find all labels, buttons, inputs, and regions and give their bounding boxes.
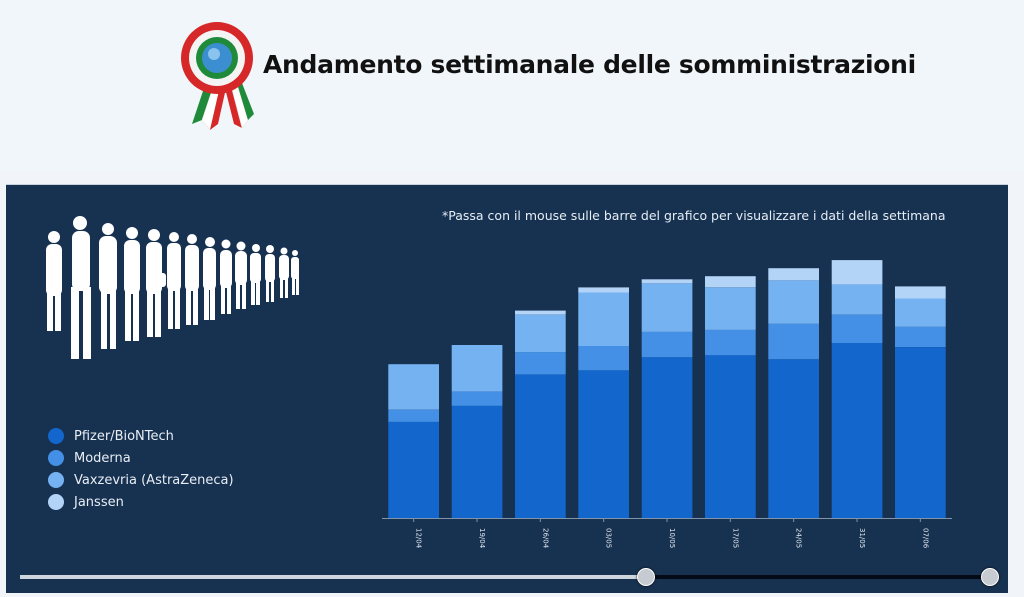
bar-segment[interactable] bbox=[515, 352, 566, 375]
legend-item-janssen: Janssen bbox=[48, 491, 234, 513]
bar-segment[interactable] bbox=[895, 286, 946, 299]
x-tick-label: 26/04 bbox=[541, 528, 549, 549]
bar-segment[interactable] bbox=[578, 287, 629, 293]
bar-segment[interactable] bbox=[515, 314, 566, 353]
crowd-silhouette-icon bbox=[46, 216, 299, 359]
bar-segment[interactable] bbox=[768, 280, 819, 324]
bar-segment[interactable] bbox=[895, 298, 946, 327]
stacked-bar-chart: 12/04 19/04 26/04 03/05 10/05 17/05 24/05 31/05… bbox=[382, 260, 952, 549]
bar-segment[interactable] bbox=[705, 329, 756, 356]
legend-item-pfizer: Pfizer/BioNTech bbox=[48, 425, 234, 447]
bar-segment[interactable] bbox=[768, 268, 819, 281]
x-tick-label: 07/06 bbox=[921, 528, 929, 549]
legend-item-vaxzevria: Vaxzevria (AstraZeneca) bbox=[48, 469, 234, 491]
time-range-slider-left-handle[interactable] bbox=[636, 568, 655, 586]
bar-segment[interactable] bbox=[895, 347, 946, 518]
x-tick-label: 12/04 bbox=[415, 528, 423, 549]
legend-item-moderna: Moderna bbox=[48, 447, 234, 469]
bar-segment[interactable] bbox=[831, 343, 883, 518]
legend-label: Pfizer/BioNTech bbox=[74, 428, 174, 444]
legend-swatch bbox=[48, 450, 64, 466]
bar-segment[interactable] bbox=[705, 276, 756, 288]
bar-segment[interactable] bbox=[578, 292, 629, 346]
legend-swatch bbox=[48, 428, 64, 444]
page-title: Andamento settimanale delle somministraz… bbox=[263, 50, 916, 79]
bar-segment[interactable] bbox=[451, 405, 503, 518]
bar-segment[interactable] bbox=[705, 355, 756, 518]
bar-segment[interactable] bbox=[515, 310, 566, 315]
legend-swatch bbox=[48, 472, 64, 488]
bar-segment[interactable] bbox=[451, 391, 503, 406]
x-tick-label: 03/05 bbox=[605, 528, 613, 548]
x-tick-label: 31/05 bbox=[858, 528, 866, 548]
bar-segment[interactable] bbox=[641, 279, 693, 284]
bar-segment[interactable] bbox=[388, 364, 439, 410]
legend-label: Moderna bbox=[74, 450, 131, 466]
chart-hint: *Passa con il mouse sulle barre del graf… bbox=[442, 208, 946, 223]
legend-label: Vaxzevria (AstraZeneca) bbox=[74, 472, 234, 488]
bar-segment[interactable] bbox=[895, 326, 946, 347]
bar-segment[interactable] bbox=[831, 260, 883, 285]
bar-segment[interactable] bbox=[388, 421, 439, 518]
chart-legend: Pfizer/BioNTech Moderna Vaxzevria (Astra… bbox=[48, 425, 234, 513]
bar-segment[interactable] bbox=[831, 284, 883, 315]
tricolor-rosette-icon bbox=[181, 22, 254, 131]
bar-segment[interactable] bbox=[388, 409, 439, 422]
bar-segment[interactable] bbox=[515, 374, 566, 518]
x-tick-label: 19/04 bbox=[478, 528, 486, 549]
bar-segment[interactable] bbox=[705, 287, 756, 330]
legend-label: Janssen bbox=[74, 494, 124, 510]
bar-segment[interactable] bbox=[641, 357, 693, 518]
bar-segment[interactable] bbox=[831, 314, 883, 343]
chart-panel: *Passa con il mouse sulle barre del graf… bbox=[6, 184, 1008, 593]
x-tick-label: 24/05 bbox=[795, 528, 803, 548]
bar-segment[interactable] bbox=[578, 346, 629, 371]
x-tick-label: 17/05 bbox=[731, 528, 739, 548]
time-range-slider-right-handle[interactable] bbox=[981, 568, 999, 586]
x-tick-label: 10/05 bbox=[668, 528, 676, 548]
time-range-slider-fill bbox=[20, 575, 646, 579]
bar-segment[interactable] bbox=[451, 345, 503, 392]
bar-segment[interactable] bbox=[578, 370, 629, 518]
bar-segment[interactable] bbox=[641, 283, 693, 332]
page-header: Andamento settimanale delle somministraz… bbox=[0, 0, 1024, 172]
bar-segment[interactable] bbox=[768, 359, 819, 518]
bar-segment[interactable] bbox=[768, 323, 819, 360]
legend-swatch bbox=[48, 494, 64, 510]
bar-segment[interactable] bbox=[641, 331, 693, 358]
